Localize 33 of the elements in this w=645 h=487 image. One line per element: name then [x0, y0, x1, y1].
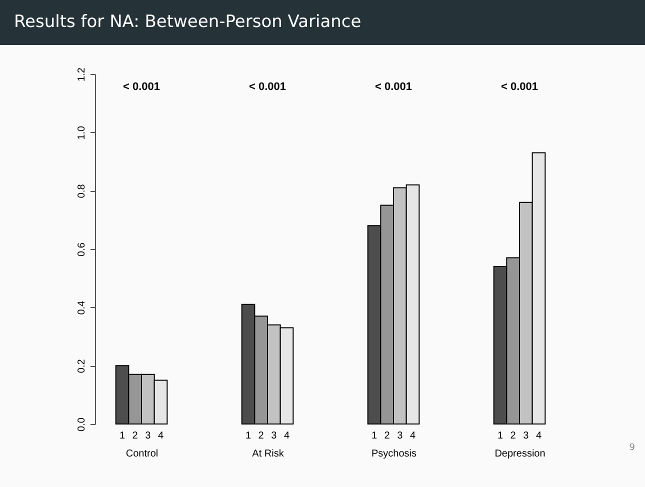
series-label: 3 — [145, 430, 152, 442]
y-tick-label: 0.4 — [76, 300, 88, 315]
x-tick-label: At Risk — [252, 448, 285, 460]
text: 2 — [384, 430, 390, 442]
text: 9 — [629, 443, 635, 453]
y-tick-label: 0.8 — [76, 184, 88, 198]
y-tick-label: 1.0 — [76, 125, 88, 140]
y-tick-label: 0.0 — [76, 417, 88, 432]
text: 1 — [245, 430, 252, 442]
series-label: 2 — [132, 430, 138, 442]
text: 1 — [371, 430, 378, 442]
annotation: < 0.001 — [374, 81, 412, 93]
text: 2 — [510, 430, 516, 442]
text: 3 — [397, 430, 403, 442]
annotation: < 0.001 — [122, 81, 160, 93]
text: 3 — [271, 430, 277, 442]
text: 4 — [284, 430, 290, 442]
series-label: 1 — [119, 430, 126, 442]
text: 1 — [497, 430, 504, 442]
text: 4 — [410, 430, 416, 442]
chart-title: Results for NA: Between-Person Variance — [0, 0, 645, 45]
series-label: 4 — [158, 430, 164, 442]
text: 4 — [536, 430, 542, 442]
annotation: < 0.001 — [248, 81, 286, 93]
x-tick-label: Psychosis — [371, 448, 417, 460]
text: 3 — [523, 430, 529, 442]
x-tick-label: Depression — [494, 448, 546, 460]
text: 2 — [258, 430, 264, 442]
x-tick-label: Control — [126, 448, 158, 460]
y-tick-label: 0.2 — [76, 358, 88, 374]
y-tick-label: 0.6 — [76, 242, 88, 256]
annotation: < 0.001 — [500, 81, 538, 93]
y-tick-label: 1.2 — [76, 67, 88, 82]
